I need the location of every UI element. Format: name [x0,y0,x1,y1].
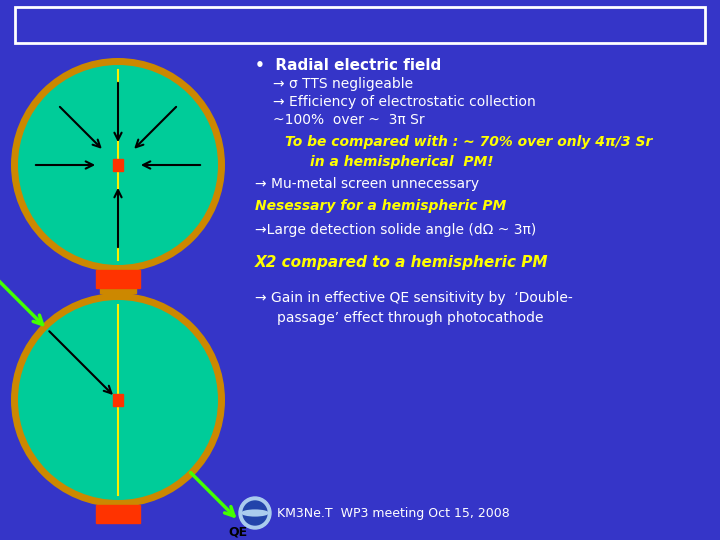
Text: •  Radial electric field: • Radial electric field [255,58,441,73]
Text: KM3Ne.T  WP3 meeting Oct 15, 2008: KM3Ne.T WP3 meeting Oct 15, 2008 [277,507,510,519]
Bar [96,270,140,288]
Text: → σ TTS negligeable: → σ TTS negligeable [273,77,413,91]
Text: X2 compared to a hemispheric PM: X2 compared to a hemispheric PM [255,255,549,270]
Circle shape [243,501,267,525]
Ellipse shape [241,509,269,517]
Text: → Efficiency of electrostatic collection: → Efficiency of electrostatic collection [273,95,536,109]
Text: in a hemispherical  PM!: in a hemispherical PM! [310,155,494,169]
Bar [96,505,140,523]
Text: → Gain in effective QE sensitivity by  ‘Double-: → Gain in effective QE sensitivity by ‘D… [255,291,572,305]
Text: Advantages of a spherical tube with anode at  geometric centre: Advantages of a spherical tube with anod… [46,17,674,35]
Text: To be compared with : ~ 70% over only 4π/3 Sr: To be compared with : ~ 70% over only 4π… [285,135,652,149]
Text: →Large detection solide angle (dΩ ~ 3π): →Large detection solide angle (dΩ ~ 3π) [255,223,536,237]
Bar [100,272,136,293]
Bar [113,159,123,171]
Ellipse shape [18,300,218,500]
Ellipse shape [11,293,225,507]
Text: QE: QE [229,526,248,539]
Bar [113,394,123,406]
Ellipse shape [11,58,225,272]
Text: passage’ effect through photocathode: passage’ effect through photocathode [277,311,544,325]
Ellipse shape [18,65,218,265]
Circle shape [239,497,271,529]
Text: ~100%  over ~  3π Sr: ~100% over ~ 3π Sr [273,113,425,127]
FancyBboxPatch shape [15,7,705,43]
Text: Nesessary for a hemispheric PM: Nesessary for a hemispheric PM [255,199,506,213]
Text: → Mu-metal screen unnecessary: → Mu-metal screen unnecessary [255,177,479,191]
